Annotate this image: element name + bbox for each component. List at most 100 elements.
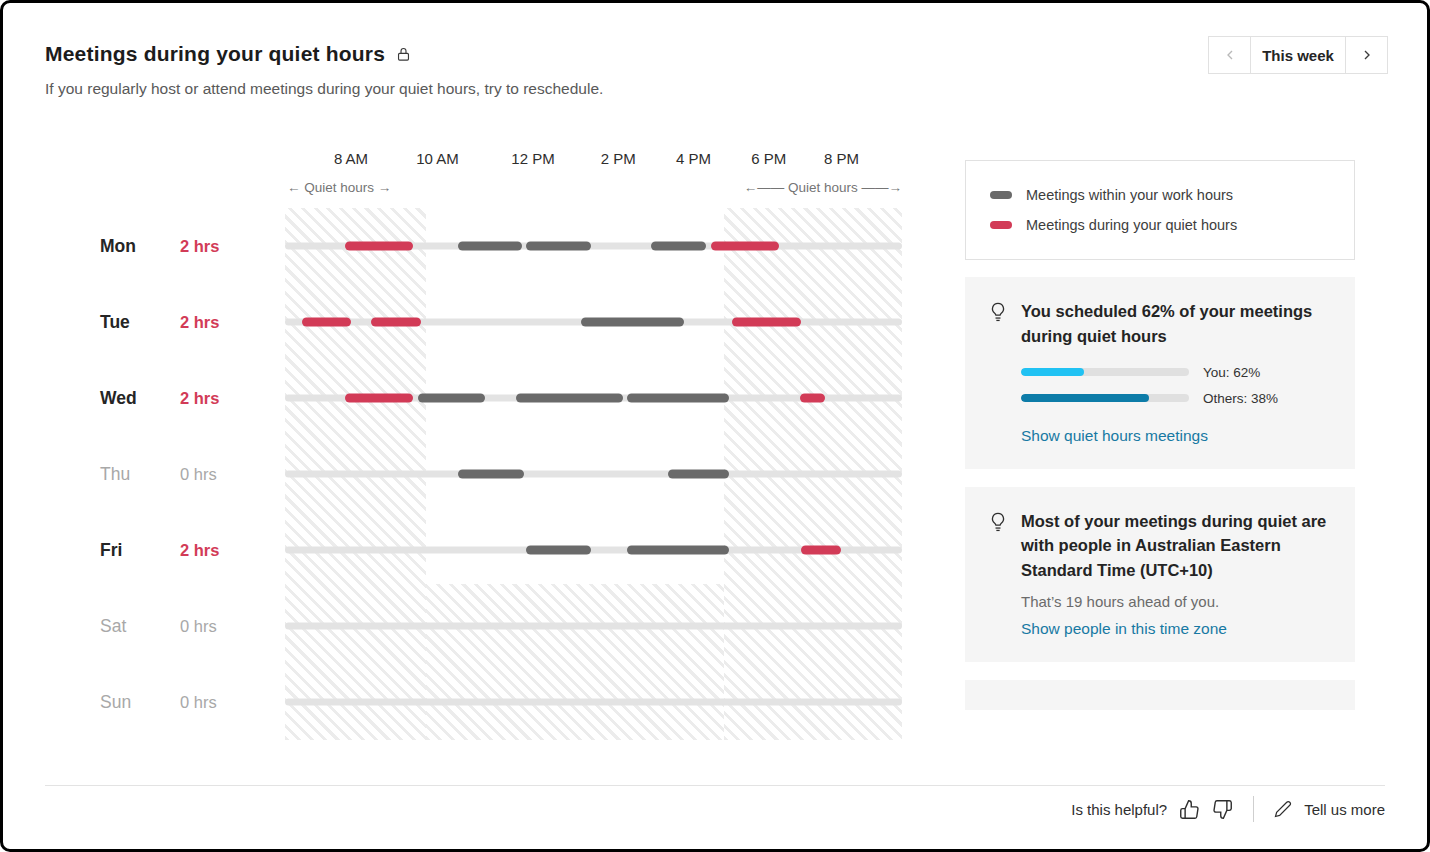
week-range-label: This week xyxy=(1250,37,1346,73)
quiet-hours-swatch xyxy=(990,221,1012,229)
time-tick: 8 AM xyxy=(334,150,368,167)
week-navigation: This week xyxy=(1208,36,1388,74)
legend-item-quiet-hours: Meetings during your quiet hours xyxy=(990,210,1330,240)
you-progress-row: You: 62% xyxy=(1021,365,1331,380)
work-meeting-bar[interactable] xyxy=(526,242,591,251)
insight-card-scheduled-percentage: You scheduled 62% of your meetings durin… xyxy=(965,277,1355,469)
chart-row-thu xyxy=(285,436,902,512)
time-tick: 10 AM xyxy=(416,150,459,167)
work-meeting-bar[interactable] xyxy=(668,470,728,479)
chart-rows xyxy=(285,208,902,740)
quiet-hours-count: 2 hrs xyxy=(180,389,219,408)
header: Meetings during your quiet hours If you … xyxy=(45,42,603,98)
timeline-column xyxy=(285,208,902,740)
lightbulb-icon xyxy=(987,511,1009,533)
others-progress-fill xyxy=(1021,394,1149,402)
chart-row-tue xyxy=(285,284,902,360)
work-hours-swatch xyxy=(990,191,1012,199)
work-meeting-bar[interactable] xyxy=(526,546,591,555)
day-label-row: Sat0 hrs xyxy=(100,588,285,664)
work-meeting-bar[interactable] xyxy=(516,394,623,403)
others-progress-bar xyxy=(1021,394,1189,402)
page-subtitle: If you regularly host or attend meetings… xyxy=(45,80,603,98)
chart-row-sun xyxy=(285,664,902,740)
work-meeting-bar[interactable] xyxy=(581,318,684,327)
show-people-time-zone-link[interactable]: Show people in this time zone xyxy=(1021,620,1227,638)
quiet-meeting-bar[interactable] xyxy=(371,318,420,327)
day-label-row: Wed2 hrs xyxy=(100,360,285,436)
quiet-meeting-bar[interactable] xyxy=(345,394,412,403)
you-progress-fill xyxy=(1021,368,1084,376)
chart-row-sat xyxy=(285,588,902,664)
work-meeting-bar[interactable] xyxy=(458,470,523,479)
feedback-footer: Is this helpful? Tell us more xyxy=(1071,796,1385,822)
day-name: Wed xyxy=(100,388,180,409)
chevron-right-icon xyxy=(1359,47,1375,63)
work-meeting-bar[interactable] xyxy=(651,242,707,251)
page-title: Meetings during your quiet hours xyxy=(45,42,385,66)
previous-week-button[interactable] xyxy=(1209,37,1250,73)
quiet-meeting-bar[interactable] xyxy=(345,242,412,251)
quiet-hours-count: 2 hrs xyxy=(180,237,219,256)
show-quiet-hours-meetings-link[interactable]: Show quiet hours meetings xyxy=(1021,427,1208,445)
day-name: Sat xyxy=(100,616,180,637)
pencil-icon[interactable] xyxy=(1274,800,1292,818)
quiet-meeting-bar[interactable] xyxy=(801,546,840,555)
quiet-hours-count: 2 hrs xyxy=(180,541,219,560)
day-label-row: Thu0 hrs xyxy=(100,436,285,512)
legend-label: Meetings within your work hours xyxy=(1026,187,1233,203)
time-tick: 8 PM xyxy=(824,150,859,167)
insight-title: Most of your meetings during quiet are w… xyxy=(1021,509,1331,583)
others-progress-row: Others: 38% xyxy=(1021,391,1331,406)
footer-separator xyxy=(1253,796,1254,822)
insight-title: You scheduled 62% of your meetings durin… xyxy=(1021,299,1331,349)
you-progress-bar xyxy=(1021,368,1189,376)
day-label-row: Sun0 hrs xyxy=(100,664,285,740)
lock-icon xyxy=(395,46,412,63)
quiet-hours-chart: 8 AM10 AM12 PM2 PM4 PM6 PM8 PM ← Quiet h… xyxy=(100,150,902,740)
thumbs-down-icon[interactable] xyxy=(1212,799,1233,820)
quiet-meeting-bar[interactable] xyxy=(711,242,778,251)
day-name: Fri xyxy=(100,540,180,561)
chart-row-wed xyxy=(285,360,902,436)
chart-row-mon xyxy=(285,208,902,284)
day-label-row: Mon2 hrs xyxy=(100,208,285,284)
day-name: Thu xyxy=(100,464,180,485)
chevron-left-icon xyxy=(1222,47,1238,63)
day-track xyxy=(285,699,902,706)
quiet-hours-label-left: ← Quiet hours → xyxy=(287,180,391,195)
work-meeting-bar[interactable] xyxy=(627,546,729,555)
quiet-hours-labels: ← Quiet hours → ←—— Quiet hours ——→ xyxy=(285,174,902,208)
day-name: Tue xyxy=(100,312,180,333)
work-meeting-bar[interactable] xyxy=(458,242,522,251)
time-tick: 12 PM xyxy=(511,150,554,167)
you-progress-label: You: 62% xyxy=(1203,365,1260,380)
day-name: Sun xyxy=(100,692,180,713)
footer-divider xyxy=(45,785,1385,786)
legend: Meetings within your work hours Meetings… xyxy=(965,160,1355,260)
thumbs-up-icon[interactable] xyxy=(1179,799,1200,820)
insight-subtitle: That’s 19 hours ahead of you. xyxy=(1021,593,1331,610)
quiet-hours-count: 0 hrs xyxy=(180,693,217,712)
work-meeting-bar[interactable] xyxy=(627,394,729,403)
day-name: Mon xyxy=(100,236,180,257)
time-tick: 6 PM xyxy=(751,150,786,167)
time-axis: 8 AM10 AM12 PM2 PM4 PM6 PM8 PM xyxy=(285,150,902,174)
day-track xyxy=(285,471,902,478)
day-track xyxy=(285,623,902,630)
work-meeting-bar[interactable] xyxy=(418,394,485,403)
day-label-row: Fri2 hrs xyxy=(100,512,285,588)
others-progress-label: Others: 38% xyxy=(1203,391,1278,406)
legend-label: Meetings during your quiet hours xyxy=(1026,217,1237,233)
quiet-meeting-bar[interactable] xyxy=(302,318,351,327)
quiet-meeting-bar[interactable] xyxy=(800,394,826,403)
chart-row-fri xyxy=(285,512,902,588)
quiet-hours-count: 2 hrs xyxy=(180,313,219,332)
tell-us-more-link[interactable]: Tell us more xyxy=(1304,801,1385,818)
next-week-button[interactable] xyxy=(1346,37,1387,73)
legend-item-work-hours: Meetings within your work hours xyxy=(990,180,1330,210)
right-panel: Meetings within your work hours Meetings… xyxy=(965,160,1355,710)
day-label-row: Tue2 hrs xyxy=(100,284,285,360)
helpful-question: Is this helpful? xyxy=(1071,801,1167,818)
quiet-meeting-bar[interactable] xyxy=(732,318,801,327)
